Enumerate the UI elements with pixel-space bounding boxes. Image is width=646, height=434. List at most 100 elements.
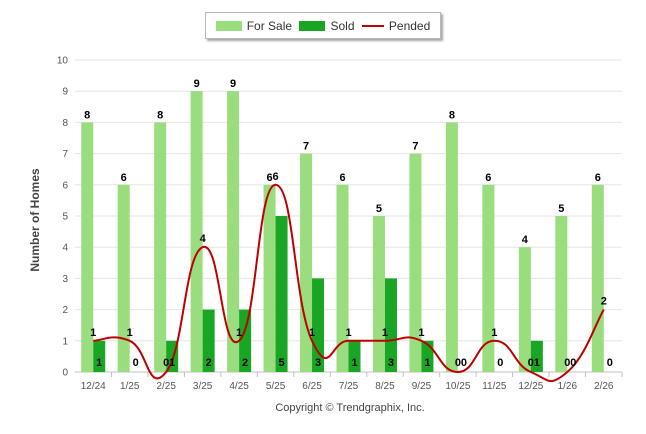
legend: For Sale Sold Pended [205,12,441,39]
bar-for-sale-8-25 [372,216,385,372]
x-tick-label-5-25: 5/25 [266,381,286,392]
x-tick-label-11-25: 11/25 [482,381,507,392]
legend-swatch-for-sale [215,20,242,31]
bar-for-sale-1-26 [555,216,568,372]
data-label-sold-1-25: 0 [133,357,139,369]
data-label-sold-2-26: 0 [607,357,613,369]
data-label-for-sale-5-25: 6 [267,172,273,184]
data-label-pended-12-25: 0 [528,357,534,369]
data-label-for-sale-3-25: 9 [194,78,200,90]
y-tick-label-3: 3 [62,274,68,285]
data-label-pended-12-24: 1 [90,327,96,339]
data-label-pended-5-25: 6 [273,171,279,183]
x-tick-label-2-25: 2/25 [156,381,176,392]
bar-for-sale-1-25 [117,184,130,372]
y-tick-label-10: 10 [57,56,69,67]
x-tick-label-3-25: 3/25 [193,381,213,392]
data-label-pended-1-26: 0 [564,357,570,369]
data-label-pended-7-25: 1 [345,327,351,339]
bar-for-sale-2-25 [154,122,167,373]
x-tick-label-2-26: 2/26 [594,381,614,392]
x-tick-label-1-25: 1/25 [120,381,140,392]
data-label-sold-10-25: 0 [461,357,467,369]
data-label-pended-6-25: 1 [309,327,315,339]
bar-sold-3-25 [202,309,215,372]
data-label-for-sale-1-25: 6 [121,172,127,184]
data-label-pended-2-26: 2 [601,296,607,308]
data-label-for-sale-4-25: 9 [230,78,236,90]
x-tick-label-1-26: 1/26 [558,381,578,392]
x-tick-label-12-25: 12/25 [518,381,543,392]
bar-for-sale-2-26 [591,184,604,372]
x-tick-label-12-24: 12/24 [81,381,106,392]
legend-item-sold[interactable]: Sold [299,18,355,33]
legend-label-sold: Sold [330,18,355,33]
data-label-for-sale-12-24: 8 [84,109,90,121]
bar-for-sale-5-25 [263,184,276,372]
bar-for-sale-4-25 [227,91,240,372]
data-label-sold-11-25: 0 [497,357,503,369]
data-label-pended-9-25: 1 [418,327,424,339]
line-pended [93,183,605,382]
bar-for-sale-12-24 [81,122,94,373]
x-tick-label-9-25: 9/25 [412,381,432,392]
data-label-pended-3-25: 4 [200,233,207,245]
data-label-sold-5-25: 5 [279,357,285,369]
bar-for-sale-10-25 [445,122,458,373]
bar-for-sale-11-25 [482,184,495,372]
y-tick-label-6: 6 [62,180,68,191]
y-tick-label-8: 8 [62,118,68,129]
data-label-for-sale-2-26: 6 [595,172,601,184]
data-label-sold-4-25: 2 [242,357,248,369]
legend-item-for-sale[interactable]: For Sale [215,18,293,33]
data-label-for-sale-12-25: 4 [522,234,529,246]
y-tick-label-1: 1 [62,336,68,347]
data-label-for-sale-6-25: 7 [303,141,309,153]
bar-sold-8-25 [384,278,397,372]
bar-for-sale-9-25 [409,153,422,372]
legend-item-pended[interactable]: Pended [361,18,431,33]
data-label-sold-2-25: 1 [169,357,175,369]
data-label-for-sale-7-25: 6 [339,172,345,184]
data-label-for-sale-2-25: 8 [157,109,163,121]
copyright-text: Copyright © Trendgraphix, Inc. [275,402,425,414]
x-tick-label-10-25: 10/25 [445,381,470,392]
legend-label-for-sale: For Sale [246,18,293,33]
y-tick-label-5: 5 [62,212,68,223]
data-label-pended-11-25: 1 [491,327,497,339]
data-label-for-sale-10-25: 8 [449,109,455,121]
bar-for-sale-3-25 [190,91,203,372]
data-label-sold-9-25: 1 [424,357,430,369]
y-tick-label-0: 0 [62,368,68,379]
data-label-for-sale-9-25: 7 [412,141,418,153]
data-label-sold-12-24: 1 [96,357,102,369]
data-label-for-sale-1-26: 5 [558,203,564,215]
legend-label-pended: Pended [388,18,431,33]
data-label-for-sale-11-25: 6 [485,172,491,184]
legend-swatch-sold [299,20,326,31]
y-tick-label-9: 9 [62,87,68,98]
x-tick-label-8-25: 8/25 [375,381,395,392]
data-label-sold-3-25: 2 [206,357,212,369]
bar-for-sale-6-25 [300,153,313,372]
y-tick-label-2: 2 [62,305,68,316]
bar-sold-7-25 [348,340,361,372]
y-tick-label-7: 7 [62,149,68,160]
x-tick-label-7-25: 7/25 [339,381,359,392]
x-tick-label-6-25: 6/25 [302,381,322,392]
data-label-sold-8-25: 3 [388,357,394,369]
bar-sold-12-25 [530,340,543,372]
bar-sold-4-25 [239,309,252,372]
x-tick-label-4-25: 4/25 [229,381,249,392]
y-axis-title: Number of Homes [28,168,42,272]
data-label-sold-12-25: 1 [534,357,540,369]
data-label-for-sale-8-25: 5 [376,203,382,215]
bar-sold-5-25 [275,216,288,372]
y-axis-title-wrap: Number of Homes [5,120,65,320]
data-label-sold-1-26: 0 [570,357,576,369]
data-label-pended-2-25: 0 [163,357,169,369]
y-tick-label-4: 4 [62,243,68,254]
bar-sold-12-24 [93,340,106,372]
data-label-pended-4-25: 1 [236,327,242,339]
